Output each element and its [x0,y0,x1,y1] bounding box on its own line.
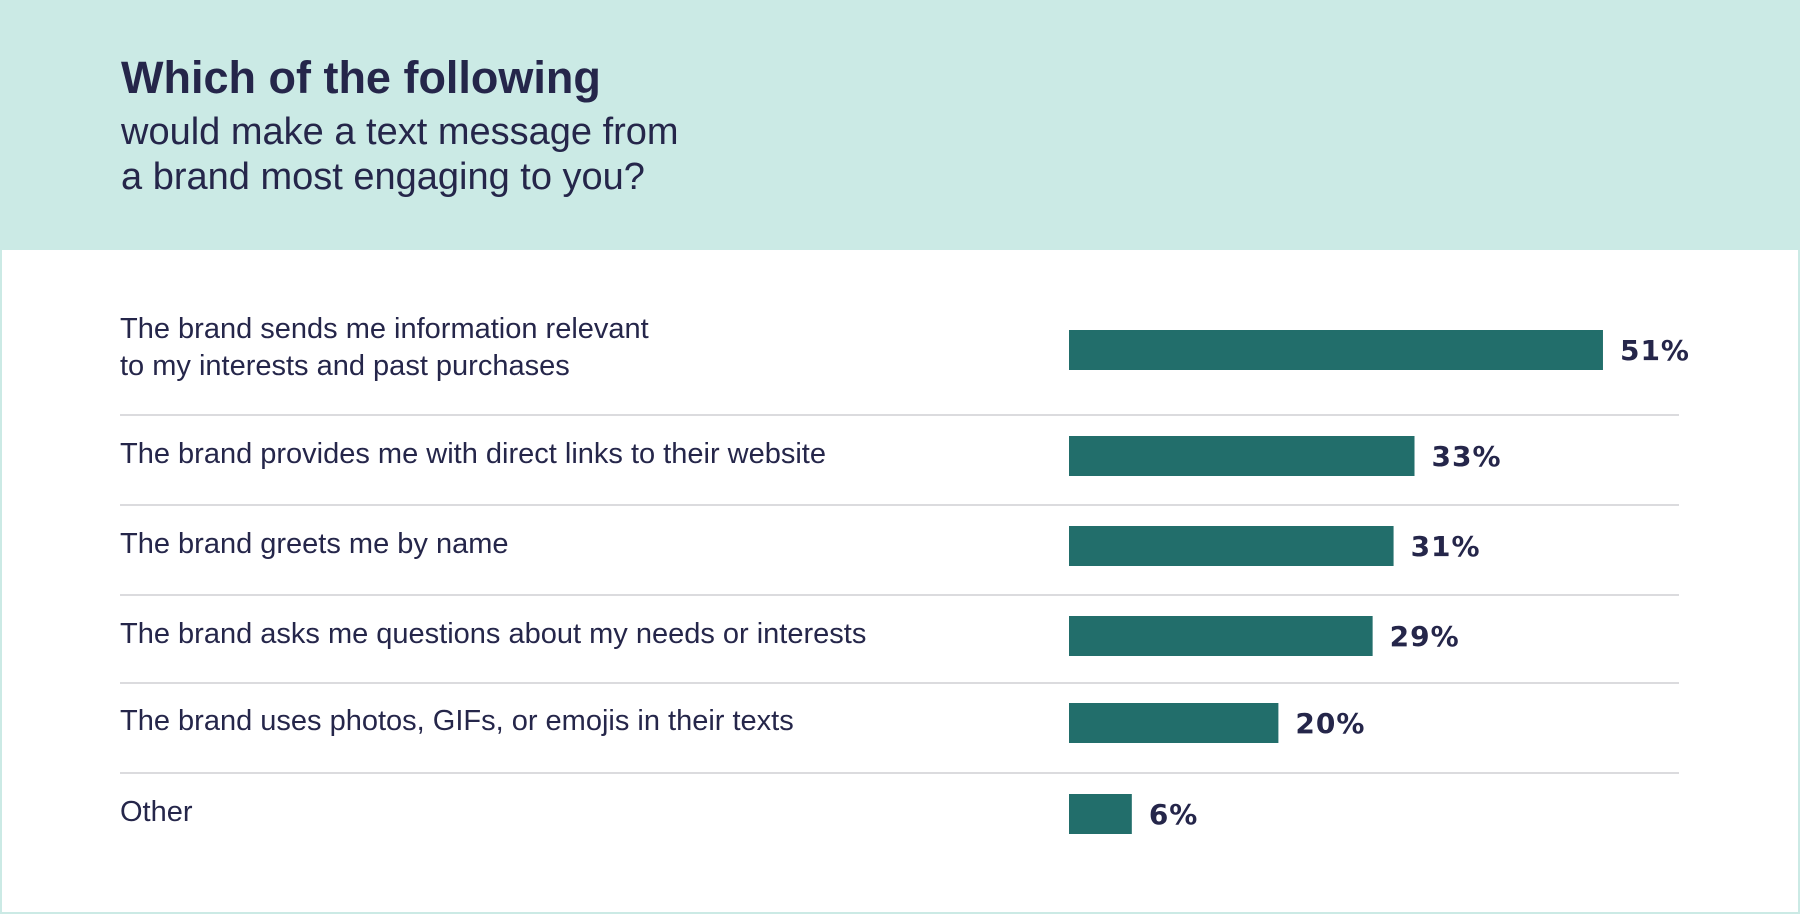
category-label: The brand greets me by name [120,526,1060,563]
category-label-text: Other [120,794,1060,831]
category-label-text: The brand asks me questions about my nee… [120,616,1060,653]
value-label: 31% [1411,530,1481,563]
category-label: The brand asks me questions about my nee… [120,616,1060,653]
bar-row: Other 6% [120,794,1199,834]
bar [1069,616,1373,656]
category-label: Other [120,794,1060,831]
value-label: 20% [1295,707,1365,740]
category-label: The brand uses photos, GIFs, or emojis i… [120,703,1060,740]
bar [1069,330,1603,370]
bar [1069,703,1279,743]
category-label-text: The brand provides me with direct links … [120,436,1060,473]
bar [1069,794,1132,834]
category-label: The brand sends me information relevant t… [120,311,1060,385]
chart-title: Which of the following [121,52,601,103]
value-label: 51% [1620,334,1690,367]
value-label: 29% [1390,620,1460,653]
category-label-line: to my interests and past purchases [120,350,570,382]
bar-row: The brand sends me information relevant t… [120,311,1690,385]
category-label-line: Other [120,795,193,828]
chart-subtitle-line-2: a brand most engaging to you? [121,156,645,198]
chart-subtitle: would make a text message from a brand m… [121,110,679,200]
chart-header: Which of the following would make a text… [2,2,1798,250]
bar-row: The brand greets me by name 31% [120,526,1481,566]
category-label: The brand provides me with direct links … [120,436,1060,473]
bar-row: The brand asks me questions about my nee… [120,616,1460,656]
category-label-text: The brand greets me by name [120,526,1060,563]
value-label: 33% [1432,440,1502,473]
bar-row: The brand provides me with direct links … [120,436,1502,476]
value-label: 6% [1149,798,1199,831]
chart-subtitle-line-1: would make a text message from [121,111,679,153]
category-label-line: The brand greets me by name [120,527,509,560]
category-label-line: The brand asks me questions about my nee… [120,617,867,650]
bar [1069,526,1394,566]
category-label-text: The brand sends me information relevant t… [120,311,1060,385]
bar-row: The brand uses photos, GIFs, or emojis i… [120,703,1365,743]
category-label-text: The brand uses photos, GIFs, or emojis i… [120,703,1060,740]
category-label-line: The brand sends me information relevant [120,313,649,345]
category-label-line: The brand provides me with direct links … [120,437,826,470]
category-label-line: The brand uses photos, GIFs, or emojis i… [120,704,794,737]
bar [1069,436,1415,476]
